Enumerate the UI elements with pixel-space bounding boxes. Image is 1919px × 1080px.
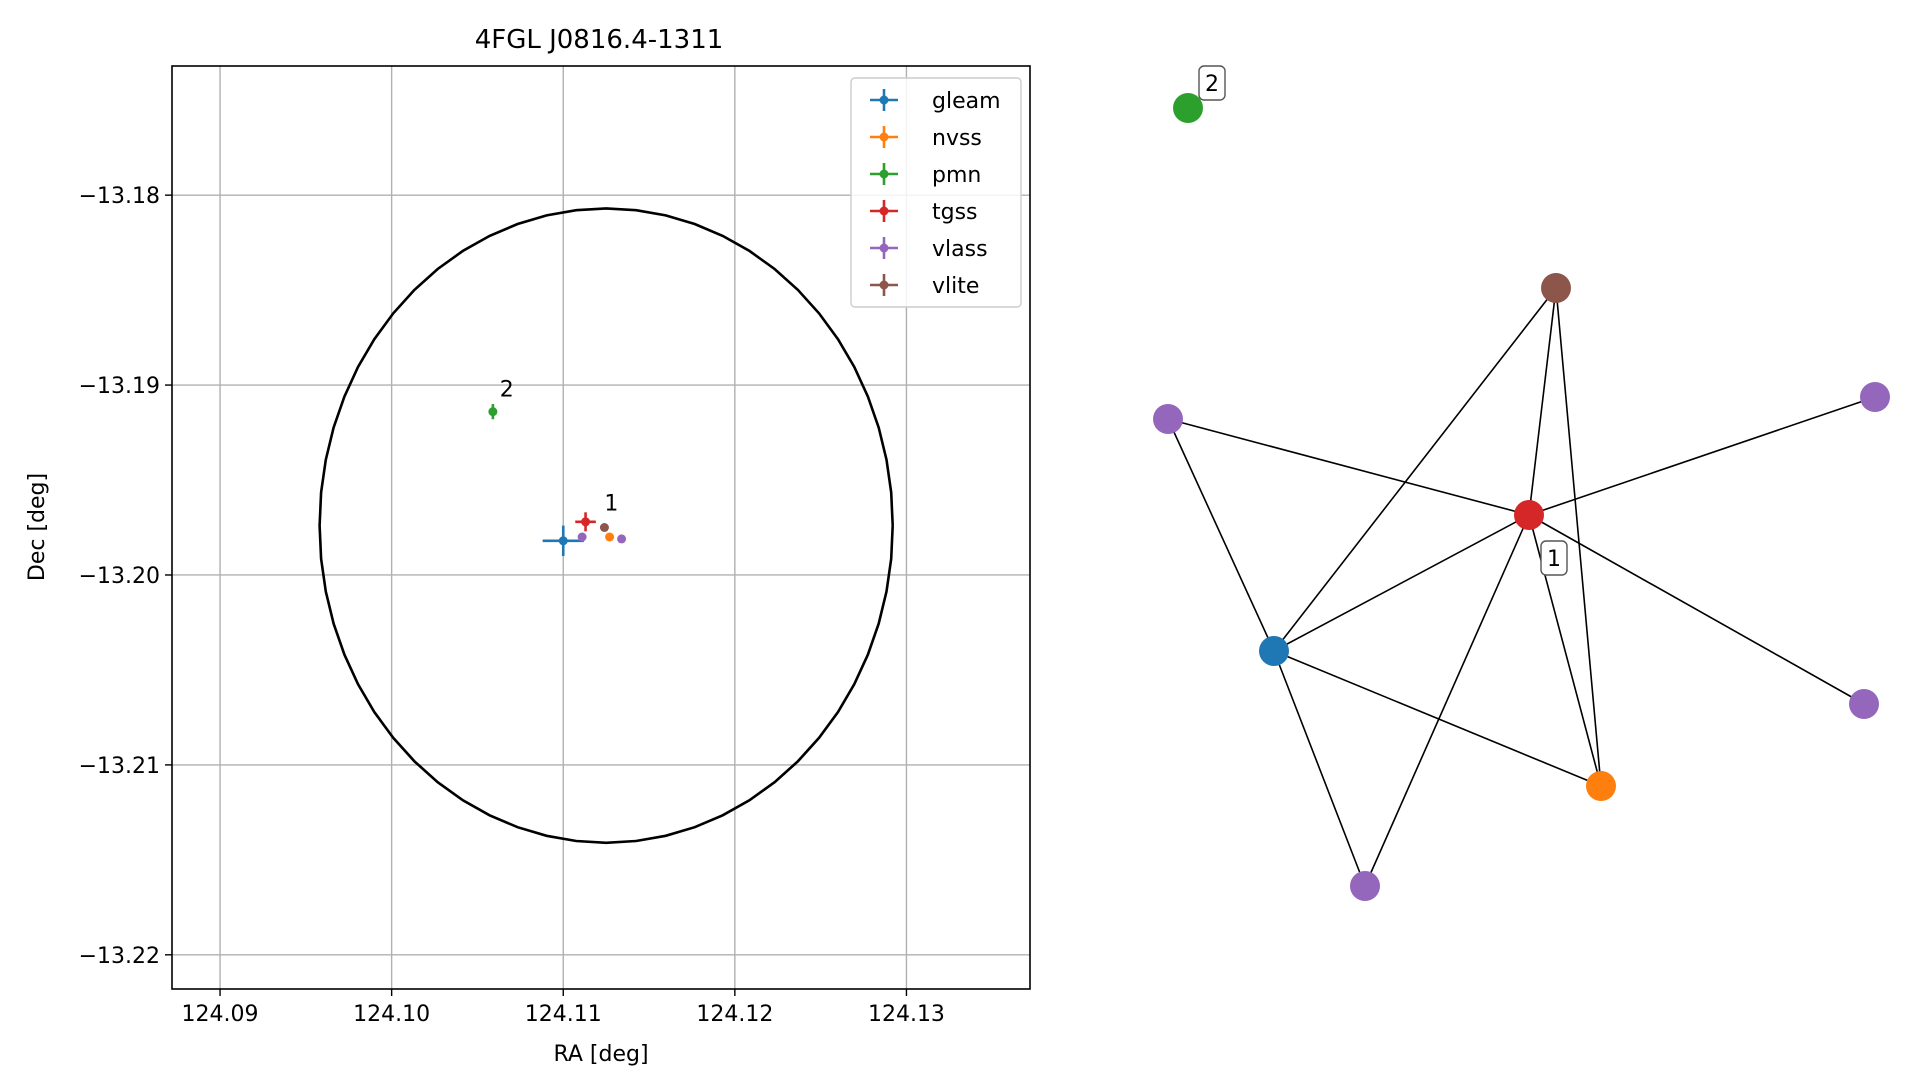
y-tick-label: −13.19	[79, 374, 160, 399]
legend-marker	[879, 280, 889, 290]
data-points	[488, 404, 627, 556]
edge	[1528, 396, 1876, 516]
legend-marker	[879, 243, 889, 253]
vlass-point	[617, 534, 627, 544]
annotations: 21	[500, 377, 619, 516]
node-gleam	[1259, 636, 1289, 666]
legend-entry-gleam: gleam	[870, 89, 1001, 114]
network-nodes	[1153, 93, 1890, 901]
x-tick-label: 124.09	[182, 1002, 259, 1027]
label-text: 1	[1547, 547, 1561, 572]
x-tick-label: 124.12	[696, 1002, 773, 1027]
x-tick-label: 124.11	[525, 1002, 602, 1027]
node-nvss	[1586, 771, 1616, 801]
edge	[1167, 418, 1275, 652]
edge	[1273, 650, 1602, 787]
legend-entry-nvss: nvss	[870, 126, 982, 151]
chart-title: 4FGL J0816.4-1311	[475, 25, 724, 55]
y-axis-label: Dec [deg]	[25, 473, 50, 581]
edge	[1273, 514, 1530, 652]
localization-circle	[318, 207, 894, 845]
y-ticks: −13.18 −13.19 −13.20 −13.21 −13.22	[79, 184, 172, 969]
legend-marker	[879, 132, 889, 142]
tgss-point	[575, 512, 596, 532]
legend-marker	[879, 206, 889, 216]
legend-label: vlass	[932, 237, 988, 262]
y-tick-label: −13.20	[79, 564, 160, 589]
legend-entry-pmn: pmn	[870, 163, 981, 188]
y-tick-label: −13.22	[79, 944, 160, 969]
node-vlass_d	[1350, 871, 1380, 901]
node-vlite	[1541, 273, 1571, 303]
axes-frame	[171, 65, 1031, 990]
legend-label: tgss	[932, 200, 978, 225]
x-axis-label: RA [deg]	[553, 1042, 648, 1067]
legend: gleam nvss pmn tgss vlass vlite	[850, 77, 1022, 308]
x-ticks: 124.09 124.10 124.11 124.12 124.13	[182, 989, 945, 1027]
node-vlass_b	[1860, 382, 1890, 412]
legend-entry-vlite: vlite	[870, 274, 979, 299]
label-box	[1198, 65, 1226, 101]
tgss-marker	[581, 517, 591, 527]
scatter-panel: 4FGL J0816.4-1311 21 124.09 124.10 124.11 1…	[25, 25, 1031, 1067]
pmn-marker	[488, 407, 498, 417]
legend-label: vlite	[932, 274, 979, 299]
legend-entry-tgss: tgss	[870, 200, 978, 225]
vlass-marker	[577, 532, 587, 542]
annotation-1: 1	[604, 491, 618, 516]
legend-entry-vlass: vlass	[870, 237, 988, 262]
network-label-2: 2	[1198, 65, 1226, 101]
legend-box	[850, 77, 1022, 308]
pmn-point	[488, 404, 498, 420]
vlass-marker	[617, 534, 627, 544]
edge	[1167, 418, 1530, 516]
node-pmn	[1173, 93, 1203, 123]
network-label-1: 1	[1540, 540, 1568, 576]
legend-marker	[879, 95, 889, 105]
x-tick-label: 124.13	[868, 1002, 945, 1027]
gleam-marker	[558, 536, 568, 546]
legend-label: nvss	[932, 126, 982, 151]
network-panel: 21	[1153, 65, 1890, 901]
y-tick-label: −13.18	[79, 184, 160, 209]
y-tick-label: −13.21	[79, 754, 160, 779]
edge	[1273, 287, 1557, 652]
network-edges	[1167, 287, 1876, 887]
gleam-point	[542, 525, 584, 556]
legend-label: pmn	[932, 163, 981, 188]
edge	[1528, 287, 1557, 516]
edge	[1528, 514, 1865, 705]
grid	[172, 66, 1030, 989]
network-labels: 21	[1198, 65, 1568, 576]
node-vlass_c	[1849, 689, 1879, 719]
edge	[1273, 650, 1366, 887]
vlass-point	[577, 532, 587, 542]
nvss-marker	[605, 532, 615, 542]
vlite-marker	[599, 523, 609, 532]
circle	[318, 207, 894, 845]
x-tick-label: 124.10	[353, 1002, 430, 1027]
edge	[1555, 287, 1602, 787]
nvss-point	[605, 532, 615, 542]
edge	[1364, 514, 1530, 887]
node-vlass_a	[1153, 404, 1183, 434]
vlite-point	[599, 523, 609, 532]
legend-marker	[879, 169, 889, 179]
label-box	[1540, 540, 1568, 576]
annotation-2: 2	[500, 377, 514, 402]
legend-label: gleam	[932, 89, 1001, 114]
node-tgss	[1514, 500, 1544, 530]
label-text: 2	[1205, 72, 1219, 97]
